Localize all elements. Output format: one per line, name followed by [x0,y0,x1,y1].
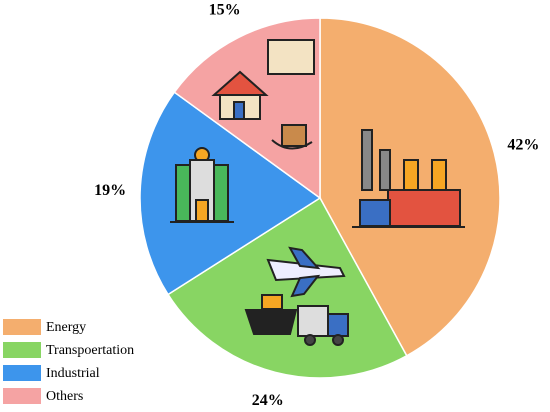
icons [170,39,465,346]
pie-slice [139,91,322,296]
value-labels: 42% 24% 19% 15% [94,2,539,410]
factory-icon [352,129,465,228]
value-label: 42% [507,136,539,153]
building-icon [170,147,234,223]
value-label: 19% [94,182,126,199]
transport-icon [244,246,349,346]
value-label: 24% [252,392,284,409]
legend-label: Transpoertation [46,343,134,358]
legend-swatch [3,388,41,404]
value-label: 15% [209,2,241,19]
legend-swatch [3,319,41,335]
legend-label: Energy [46,320,86,335]
legend: Energy Transpoertation Industrial Others [3,319,134,404]
legend-swatch [3,365,41,381]
legend-swatch [3,342,41,358]
legend-label: Others [46,389,83,404]
others-icon [211,39,315,150]
legend-label: Industrial [46,366,100,381]
